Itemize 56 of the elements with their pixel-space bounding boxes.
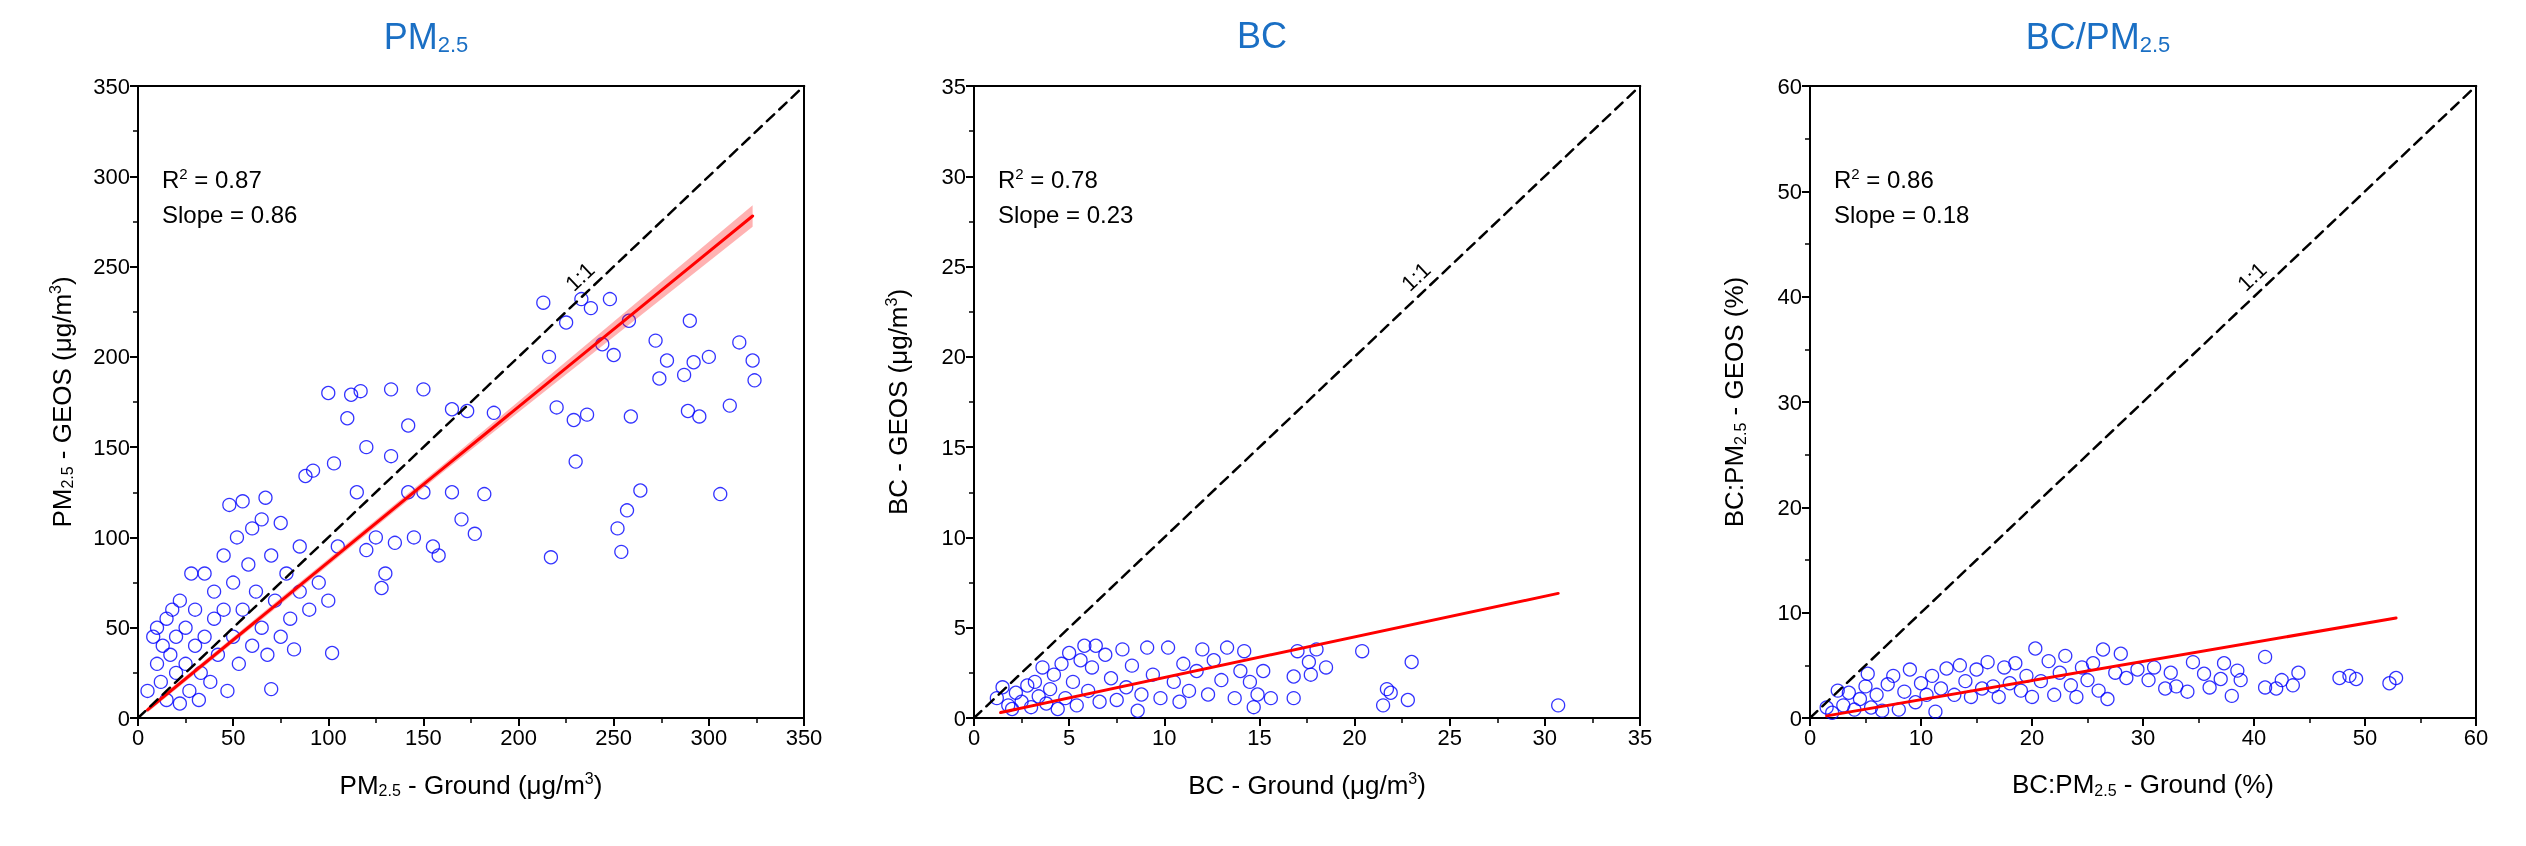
- y-axis-title: BC - GEOS (μg/m3): [882, 288, 913, 516]
- y-tick-label: 10: [1777, 600, 1802, 626]
- y-tick-label: 250: [93, 254, 130, 280]
- y-tick-label: 10: [941, 524, 966, 550]
- y-tick-label: 60: [1777, 73, 1802, 99]
- y-tick-label: 100: [93, 524, 130, 550]
- x-tick-label: 200: [500, 724, 537, 750]
- y-tick-label: 40: [1777, 284, 1802, 310]
- y-tick-label: 0: [117, 705, 130, 731]
- y-axis-title: PM2.5 - GEOS (μg/m3): [46, 276, 77, 528]
- y-tick-label: 50: [105, 615, 130, 641]
- annotation: Slope = 0.18: [1834, 200, 1970, 228]
- y-tick-label: 20: [941, 344, 966, 370]
- y-tick-label: 30: [941, 163, 966, 189]
- x-tick-label: 30: [2130, 724, 2156, 750]
- y-tick-label: 50: [1777, 178, 1802, 204]
- x-tick-label: 50: [220, 724, 246, 750]
- annotation: Slope = 0.86: [162, 200, 298, 228]
- x-tick-label: 10: [1908, 724, 1934, 750]
- y-tick-label: 350: [93, 73, 130, 99]
- x-tick-label: 100: [309, 724, 347, 750]
- y-tick-label: 5: [953, 615, 966, 641]
- x-tick-label: 350: [785, 724, 823, 750]
- text: 1:1: [560, 257, 600, 297]
- y-tick-label: 200: [93, 344, 130, 370]
- x-tick-label: 250: [595, 724, 633, 750]
- y-tick-label: 35: [941, 73, 966, 99]
- chart-title: PM2.5: [383, 15, 469, 57]
- chart-title: BC/PM2.5: [2025, 15, 2171, 57]
- y-tick-label: 0: [1789, 705, 1802, 731]
- y-tick-label: 15: [941, 434, 966, 460]
- x-tick-label: 20: [1342, 724, 1367, 750]
- x-tick-label: 60: [2463, 724, 2489, 750]
- y-tick-label: 150: [93, 434, 130, 460]
- x-tick-label: 20: [2019, 724, 2045, 750]
- y-tick-label: 25: [941, 254, 966, 280]
- chart-title: BC: [1236, 14, 1288, 56]
- x-tick-label: 50: [2352, 724, 2378, 750]
- x-tick-label: 300: [690, 724, 728, 750]
- y-tick-label: 20: [1777, 494, 1802, 520]
- annotation: Slope = 0.23: [998, 200, 1134, 228]
- x-tick-label: 25: [1437, 724, 1462, 750]
- x-tick-label: 40: [2241, 724, 2267, 750]
- text: 1:1: [2232, 257, 2272, 297]
- x-tick-label: 150: [405, 724, 442, 750]
- y-tick-label: 30: [1777, 389, 1802, 415]
- y-tick-label: 0: [953, 705, 966, 731]
- x-tick-label: 15: [1247, 724, 1272, 750]
- text: 1:1: [1396, 257, 1436, 297]
- x-tick-label: 10: [1152, 724, 1177, 750]
- y-tick-label: 300: [93, 163, 130, 189]
- x-tick-label: 30: [1532, 724, 1558, 750]
- x-axis-title: BC:PM2.5 - Ground (%): [2011, 769, 2275, 799]
- x-tick-label: 5: [1063, 724, 1076, 750]
- x-tick-label: 35: [1627, 724, 1653, 750]
- y-axis-title: BC:PM2.5 - GEOS (%): [1719, 276, 1749, 528]
